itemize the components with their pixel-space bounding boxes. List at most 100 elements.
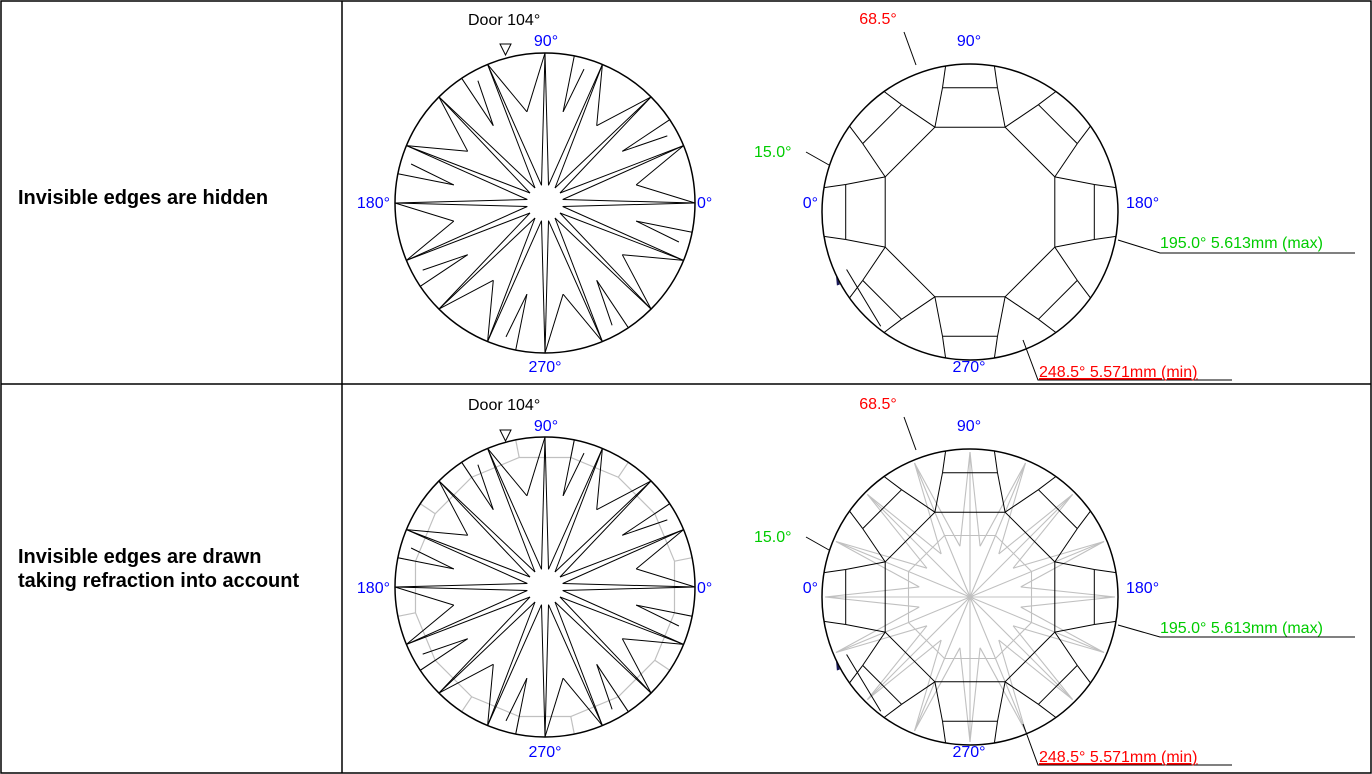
facet-edge	[438, 480, 536, 573]
facet-edge	[559, 529, 684, 578]
facet-edge	[942, 336, 947, 359]
angle-label-left: 0°	[803, 580, 818, 597]
angle-label-bottom: 270°	[528, 744, 561, 761]
door-label: Door 104°	[468, 397, 540, 414]
facet-edge	[526, 436, 546, 496]
facet-edge	[406, 604, 455, 645]
min-leader	[1022, 723, 1232, 766]
angle-label-right: 0°	[697, 195, 712, 212]
facet-edge	[541, 604, 546, 738]
facet-edge	[420, 254, 468, 287]
facet-edge	[1094, 235, 1117, 240]
facet-edge	[862, 143, 886, 178]
facet-edge	[394, 202, 528, 207]
facet-edge	[1094, 620, 1117, 625]
hidden-edge	[1020, 586, 1116, 598]
hidden-edge	[674, 557, 693, 562]
facet-edge	[406, 529, 468, 536]
hidden-edge	[1020, 596, 1116, 608]
facet-edge	[548, 64, 603, 186]
facet-edge	[596, 480, 652, 511]
facet-edge	[438, 212, 531, 310]
facet-edge	[544, 678, 564, 738]
hidden-edge	[617, 461, 629, 478]
callout-left-leader	[805, 151, 830, 166]
facet-edge	[422, 254, 468, 271]
hidden-edge	[515, 439, 520, 458]
facet-edge	[487, 448, 542, 570]
facet-edge	[901, 681, 936, 705]
facet-edge	[487, 217, 536, 342]
facet-edge	[397, 557, 454, 570]
facet-edge	[883, 318, 902, 333]
facet-edge	[1004, 104, 1039, 128]
hidden-edge	[969, 647, 981, 743]
angle-label-right: 180°	[1126, 195, 1159, 212]
facet-edge	[554, 601, 652, 694]
girdle-outline	[394, 52, 696, 354]
facet-edge	[823, 569, 846, 574]
door-marker-icon	[499, 429, 512, 443]
facet-edge	[1038, 91, 1057, 106]
facet-edge	[406, 590, 528, 645]
hidden-edge	[1020, 606, 1105, 653]
facet-edge	[1038, 476, 1057, 491]
hidden-edge	[969, 462, 1027, 598]
hidden-edge	[969, 540, 1105, 598]
facet-edge	[636, 184, 696, 204]
facet-edge	[562, 202, 696, 207]
facet-edge	[1076, 665, 1091, 684]
door-marker-icon	[499, 43, 512, 57]
facet-edge	[862, 665, 902, 705]
angle-label-left: 180°	[357, 580, 390, 597]
callout-left-label: 15.0°	[754, 529, 792, 546]
facet-edge	[901, 296, 936, 320]
facet-edge	[1038, 318, 1057, 333]
facet-edge	[541, 220, 546, 354]
facet-edge	[845, 561, 886, 570]
angle-label-right: 180°	[1126, 580, 1159, 597]
facet-edge	[1004, 296, 1039, 320]
facet-edge	[622, 503, 670, 536]
angle-label-top: 90°	[534, 33, 558, 50]
facet-edge	[477, 80, 494, 126]
min-label: 248.5° 5.571mm (min)	[1039, 749, 1197, 766]
facet-edge	[554, 601, 603, 726]
facet-edge	[846, 654, 882, 712]
facet-edge	[1004, 681, 1039, 705]
facet-edge	[849, 665, 864, 684]
facet-edge	[406, 145, 468, 152]
facet-edge	[487, 601, 536, 726]
facet-edge	[406, 145, 531, 194]
facet-edge	[406, 529, 528, 584]
hidden-edge	[835, 541, 920, 588]
facet-edge	[461, 78, 494, 126]
facet-edge	[541, 52, 546, 186]
facet-edge	[1054, 143, 1078, 178]
crown-view: Door 104° 90° 180° 0° 270°	[357, 397, 712, 761]
facet-edge	[1054, 176, 1095, 185]
facet-edge	[544, 52, 549, 186]
facet-edge	[942, 450, 947, 473]
facet-edge	[394, 199, 528, 204]
hidden-edge	[998, 462, 1027, 555]
callout-top-label: 68.5°	[859, 11, 897, 28]
hidden-edge	[913, 639, 942, 732]
hidden-edge	[867, 596, 971, 700]
facet-edge	[596, 96, 652, 127]
hidden-edge	[998, 639, 1027, 732]
facet-edge	[562, 529, 684, 584]
min-label: 248.5° 5.571mm (min)	[1039, 364, 1197, 381]
hidden-edge	[867, 639, 942, 701]
hidden-edge	[913, 462, 942, 555]
facet-edge	[422, 638, 468, 655]
facet-edge	[845, 176, 886, 185]
facet-edge	[862, 280, 902, 320]
facet-edge	[397, 173, 454, 186]
hidden-edge	[654, 659, 671, 671]
facet-edge	[526, 52, 546, 112]
facet-edge	[1038, 489, 1078, 529]
facet-edge	[1004, 489, 1039, 513]
facet-edge	[883, 476, 902, 491]
